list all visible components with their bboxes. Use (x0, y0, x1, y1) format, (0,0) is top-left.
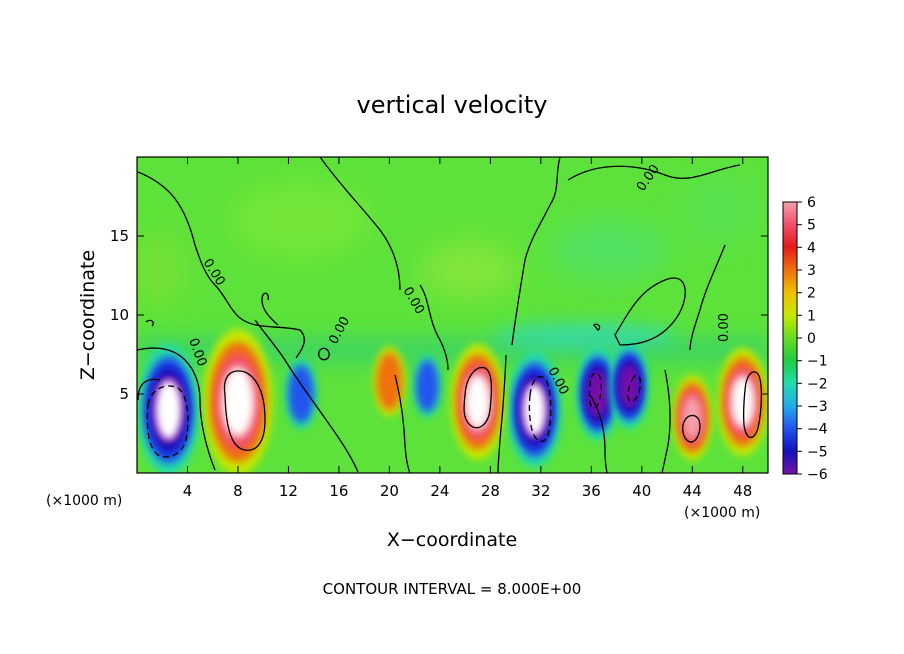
x-axis-label: X−coordinate (387, 529, 517, 551)
colorbar-tick-label: 6 (807, 195, 816, 211)
core-contour (137, 378, 161, 401)
y-tick-label: 5 (119, 385, 129, 403)
x-tick-label: 12 (279, 482, 298, 500)
contour-label: 0.00 (717, 313, 732, 342)
updraft-core (672, 374, 712, 461)
colorbar-tick-label: −3 (807, 399, 828, 415)
colorbar: 6 5 4 3 2 1 0 −1 −2 −3 −4 −5 −6 (782, 195, 828, 483)
x-unit-right: (×1000 m) (684, 505, 760, 521)
zero-contour (419, 284, 449, 371)
zero-contour (145, 319, 154, 327)
colorbar-tick-label: 1 (807, 308, 816, 324)
zero-contour (319, 157, 401, 291)
downdraft-core (507, 351, 562, 468)
x-tick-label: 24 (430, 482, 449, 500)
zero-contour (689, 244, 726, 351)
updraft-core (450, 343, 505, 460)
colorbar-tick-label: 5 (807, 218, 816, 234)
x-unit-left: (×1000 m) (46, 493, 122, 509)
zero-contour (394, 374, 411, 473)
zero-contour (318, 347, 330, 361)
zero-contour (254, 319, 359, 473)
downdraft-core (137, 344, 200, 473)
velocity-field (137, 157, 768, 473)
x-tick-label: 28 (481, 482, 500, 500)
negative-contours (146, 372, 642, 458)
core-contour (742, 371, 763, 439)
core-contour (682, 414, 701, 443)
colorbar-gradient (782, 201, 798, 475)
downdraft-core (576, 347, 619, 441)
colorbar-tick-label: −1 (807, 354, 828, 370)
velocity-cores (137, 328, 768, 473)
x-tick-label: 8 (233, 482, 243, 500)
chart-title: vertical velocity (357, 91, 548, 119)
zero-contour (593, 323, 601, 331)
zero-contour (511, 157, 561, 346)
zero-contour (261, 292, 279, 326)
downdraft-core (285, 358, 317, 430)
x-tick-label: 4 (183, 482, 193, 500)
upper-field-texture (137, 175, 760, 310)
x-tick-label: 20 (380, 482, 399, 500)
core-contour (223, 370, 266, 451)
zero-contour (614, 277, 686, 346)
colorbar-tick-label: 3 (807, 263, 816, 279)
colorbar-tick-label: 0 (807, 331, 816, 347)
colorbar-tick-label: −6 (807, 467, 828, 483)
downdraft-core (413, 354, 441, 418)
updraft-core (373, 346, 405, 417)
updraft-core (717, 347, 768, 457)
x-axis: 4 8 12 16 20 24 28 32 36 40 44 48 (183, 157, 752, 500)
updraft-core (203, 328, 273, 473)
x-tick-label: 32 (531, 482, 550, 500)
zero-contour (589, 394, 608, 473)
x-tick-label: 16 (329, 482, 348, 500)
x-tick-label: 44 (683, 482, 702, 500)
colorbar-tick-label: −4 (807, 422, 828, 438)
colorbar-tick-label: −2 (807, 376, 828, 392)
zero-contour (661, 369, 671, 473)
x-tick-label: 40 (632, 482, 651, 500)
x-tick-label: 48 (733, 482, 752, 500)
zero-contour (137, 347, 216, 471)
colorbar-tick-label: 4 (807, 240, 816, 256)
zero-contour (567, 164, 741, 181)
y-tick-label: 10 (110, 306, 129, 324)
y-axis-label: Z−coordinate (77, 250, 99, 380)
colorbar-tick-label: 2 (807, 286, 816, 302)
colorbar-tick-label: −5 (807, 444, 828, 460)
colorbar-ticks: 6 5 4 3 2 1 0 −1 −2 −3 −4 −5 −6 (797, 195, 828, 483)
core-contour (463, 366, 493, 429)
y-axis: 5 10 15 (110, 227, 768, 403)
y-tick-label: 15 (110, 227, 129, 245)
x-tick-label: 36 (582, 482, 601, 500)
zero-contour (497, 354, 507, 473)
zero-contour (137, 171, 305, 359)
contour-interval-note: CONTOUR INTERVAL = 8.000E+00 (323, 580, 582, 598)
